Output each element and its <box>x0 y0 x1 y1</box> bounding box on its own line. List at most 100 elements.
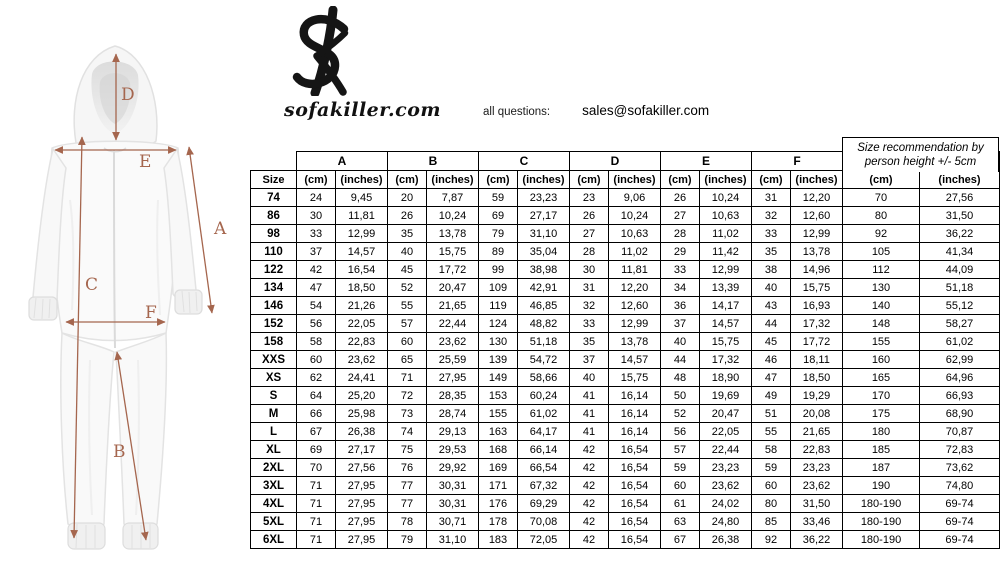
value-cell: 47 <box>751 368 791 387</box>
value-cell: 27,95 <box>335 494 388 513</box>
right-cuff <box>174 289 203 315</box>
value-cell: 155 <box>478 404 518 423</box>
unit-cm-header: (cm) <box>387 170 427 189</box>
value-cell: 13,78 <box>790 242 843 261</box>
value-cell: 12,99 <box>335 224 388 243</box>
table-row: 152 56 22,05 57 22,44 124 48,82 33 12,99 37 14,57 4… <box>250 314 1000 333</box>
value-cell: 59 <box>751 458 791 477</box>
onesie-illustration <box>28 45 215 550</box>
value-cell: 66,14 <box>517 440 570 459</box>
size-cell: 86 <box>250 206 297 225</box>
value-cell: 14,57 <box>335 242 388 261</box>
value-cell: 12,99 <box>699 260 752 279</box>
size-cell: L <box>250 422 297 441</box>
value-cell: 92 <box>842 224 920 243</box>
value-cell: 32 <box>569 296 609 315</box>
value-cell: 19,29 <box>790 386 843 405</box>
table-row: 110 37 14,57 40 15,75 89 35,04 28 11,02 29 11,42 35… <box>250 242 1000 261</box>
value-cell: 10,24 <box>608 206 661 225</box>
value-cell: 99 <box>478 260 518 279</box>
value-cell: 31,10 <box>426 530 479 549</box>
brand-block: sofakiller.com <box>284 5 441 121</box>
unit-cm-header: (cm) <box>660 170 700 189</box>
value-cell: 70 <box>296 458 336 477</box>
value-cell: 23 <box>569 188 609 207</box>
value-cell: 48 <box>660 368 700 387</box>
value-cell: 15,75 <box>699 332 752 351</box>
value-cell: 28 <box>569 242 609 261</box>
value-cell: 17,72 <box>426 260 479 279</box>
value-cell: 34 <box>660 278 700 297</box>
value-cell: 35 <box>751 242 791 261</box>
value-cell: 22,44 <box>699 440 752 459</box>
arrow-c <box>70 136 86 539</box>
table-row: 4XL 71 27,95 77 30,31 176 69,29 42 16,54 61 24,02 8… <box>250 494 1000 513</box>
value-cell: 70,08 <box>517 512 570 531</box>
value-cell: 12,99 <box>790 224 843 243</box>
units-header-row: Size (cm) (inches) (cm) (inches) (cm) (inches)… <box>250 170 1000 189</box>
value-cell: 30 <box>569 260 609 279</box>
value-cell: 27,56 <box>335 458 388 477</box>
value-cell: 55 <box>751 422 791 441</box>
value-cell: 30,31 <box>426 476 479 495</box>
value-cell: 46 <box>751 350 791 369</box>
sk-monogram-logo <box>292 5 349 98</box>
measure-label-d: D <box>121 85 135 105</box>
value-cell: 32 <box>751 206 791 225</box>
value-cell: 19,69 <box>699 386 752 405</box>
size-table: A B C D E F Size (cm) (inches) (cm) (inches)… <box>250 151 1000 549</box>
contact-line: all questions: sales@sofakiller.com <box>483 103 709 118</box>
value-cell: 43 <box>751 296 791 315</box>
value-cell: 61,02 <box>517 404 570 423</box>
value-cell: 21,26 <box>335 296 388 315</box>
value-cell: 11,42 <box>699 242 752 261</box>
measure-label-c: C <box>85 275 99 295</box>
measure-label-b: B <box>113 442 126 462</box>
value-cell: 27 <box>660 206 700 225</box>
value-cell: 21,65 <box>790 422 843 441</box>
value-cell: 124 <box>478 314 518 333</box>
value-cell: 55,12 <box>919 296 1000 315</box>
value-cell: 171 <box>478 476 518 495</box>
value-cell: 37 <box>296 242 336 261</box>
value-cell: 66,93 <box>919 386 1000 405</box>
value-cell: 62 <box>296 368 336 387</box>
value-cell: 24,80 <box>699 512 752 531</box>
value-cell: 37 <box>660 314 700 333</box>
value-cell: 190 <box>842 476 920 495</box>
measure-label-e: E <box>139 152 152 172</box>
value-cell: 33,46 <box>790 512 843 531</box>
value-cell: 31,10 <box>517 224 570 243</box>
value-cell: 165 <box>842 368 920 387</box>
group-header-b: B <box>387 151 479 171</box>
value-cell: 71 <box>296 530 336 549</box>
value-cell: 72,83 <box>919 440 1000 459</box>
value-cell: 26,38 <box>699 530 752 549</box>
unit-cm-header: (cm) <box>751 170 791 189</box>
size-column-header: Size <box>250 170 297 189</box>
size-cell: 122 <box>250 260 297 279</box>
value-cell: 59 <box>478 188 518 207</box>
value-cell: 30,31 <box>426 494 479 513</box>
value-cell: 22,83 <box>335 332 388 351</box>
value-cell: 7,87 <box>426 188 479 207</box>
value-cell: 80 <box>842 206 920 225</box>
value-cell: 89 <box>478 242 518 261</box>
value-cell: 180-190 <box>842 512 920 531</box>
value-cell: 36 <box>660 296 700 315</box>
value-cell: 38 <box>751 260 791 279</box>
value-cell: 185 <box>842 440 920 459</box>
value-cell: 40 <box>660 332 700 351</box>
value-cell: 16,14 <box>608 404 661 423</box>
value-cell: 60 <box>296 350 336 369</box>
size-recommendation-header: Size recommendation by person height +/-… <box>842 137 999 172</box>
value-cell: 16,54 <box>608 458 661 477</box>
value-cell: 35,04 <box>517 242 570 261</box>
value-cell: 46,85 <box>517 296 570 315</box>
value-cell: 68,90 <box>919 404 1000 423</box>
measure-label-f: F <box>145 303 157 323</box>
brand-domain-text: sofakiller.com <box>284 99 441 121</box>
unit-inches-header: (inches) <box>608 170 661 189</box>
size-cell: 98 <box>250 224 297 243</box>
unit-inches-header: (inches) <box>790 170 843 189</box>
